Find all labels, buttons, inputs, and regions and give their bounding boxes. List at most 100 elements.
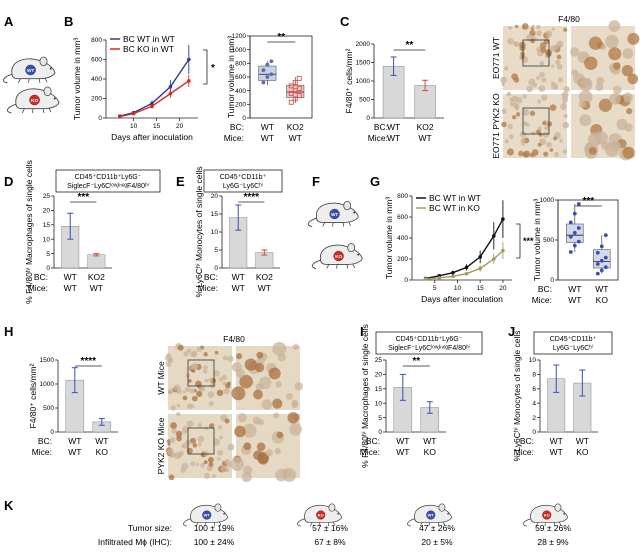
mice-illustration-a: WT KO: [3, 56, 60, 114]
table-k-row1-label: Tumor size:: [128, 523, 172, 533]
cell-blob: [208, 423, 215, 429]
cell-blob: [273, 412, 280, 419]
cell-blob: [268, 367, 281, 380]
cell-blob: [562, 149, 568, 154]
mouse-icon: KO: [297, 503, 343, 527]
mouse-badge: [329, 208, 340, 220]
cell-blob: [244, 358, 257, 371]
cell-blob: [598, 98, 613, 112]
bc-value: WT: [64, 272, 77, 282]
y-tick-label: 800: [235, 61, 246, 68]
mice-value: WT: [387, 133, 400, 143]
mice-value: KO: [96, 447, 109, 457]
cell-blob: [272, 398, 283, 409]
gate-frame: [533, 331, 613, 355]
cell-blob: [217, 449, 224, 456]
cell-blob: [213, 370, 220, 377]
y-tick-label: 8: [532, 372, 536, 379]
cell-blob: [173, 384, 181, 392]
cell-blob: [243, 442, 252, 450]
cell-blob: [530, 38, 536, 44]
mouse-legs: [195, 521, 222, 527]
cell-blob: [542, 121, 547, 126]
data-point: [451, 270, 455, 275]
mouse-ear: [214, 503, 222, 512]
mouse-ear: [554, 503, 562, 512]
panel-label-k: K: [4, 498, 14, 513]
x-tick-label: 5: [433, 285, 437, 292]
mouse-eye: [49, 67, 52, 70]
data-point: [576, 202, 581, 206]
cell-blob: [234, 425, 246, 438]
cell-blob: [171, 428, 177, 434]
x-tick-label: 15: [477, 285, 485, 292]
cell-blob: [227, 355, 234, 362]
data-point: [261, 68, 266, 73]
cell-blob: [549, 148, 554, 152]
significance-stars: ***: [582, 196, 594, 207]
cell-blob: [500, 76, 507, 84]
x-tick-label: 15: [153, 123, 161, 130]
mouse-legs: [17, 77, 48, 84]
cell-blob: [192, 443, 198, 448]
cell-blob: [556, 54, 562, 60]
data-point: [599, 258, 604, 263]
cell-blob: [536, 76, 541, 81]
cell-blob: [608, 20, 621, 32]
series-line: [425, 250, 504, 280]
mouse-legs: [21, 107, 52, 114]
data-point: [492, 234, 496, 238]
cell-blob: [551, 64, 555, 68]
box: [593, 249, 611, 269]
gate-line: SiglecF⁻Ly6Cˡᵒʷ/ⁿᵉᵍF4/80ʰⁱ: [388, 344, 470, 352]
mouse-badge-label: WT: [27, 68, 34, 73]
cell-blob: [516, 97, 523, 104]
data-point: [187, 57, 191, 62]
cell-blob: [189, 351, 196, 358]
significance-bracket: [203, 49, 208, 85]
data-point: [595, 250, 600, 255]
bc-value: WT: [68, 436, 81, 446]
cell-blob: [197, 435, 205, 443]
mice-value: WT: [232, 283, 245, 293]
mice-value: WT: [261, 133, 274, 143]
y-tick-label: 6: [532, 386, 536, 393]
cell-blob: [532, 82, 538, 88]
bc-row-label: BC:: [204, 272, 218, 282]
cell-blob: [501, 121, 507, 128]
gate-line: CD45⁺CD11b⁺: [550, 336, 597, 343]
mouse-badge-label: KO: [544, 513, 550, 518]
y-tick-label: 1200: [232, 33, 247, 40]
cell-blob: [531, 149, 539, 156]
mouse-legs: [535, 521, 562, 527]
y-tick-label: 1000: [232, 47, 247, 54]
mice-value: WT: [64, 283, 77, 293]
y-axis-label: Tumor volume in mm³: [384, 197, 394, 280]
cell-blob: [538, 85, 546, 93]
gate-box-e: CD45⁺CD11b⁺Ly6G⁻Ly6Cʰⁱ: [203, 169, 283, 193]
cell-blob: [197, 442, 202, 447]
y-tick-label: 400: [397, 235, 408, 242]
cell-blob: [169, 437, 176, 444]
cell-blob: [525, 122, 530, 127]
cell-blob: [253, 450, 263, 461]
cell-blob: [526, 85, 533, 93]
mouse-eye: [357, 253, 360, 256]
y-tick-label: 20: [43, 208, 51, 215]
cell-blob: [187, 378, 192, 383]
cell-blob: [562, 121, 570, 129]
cell-blob: [501, 108, 507, 114]
cell-blob: [544, 125, 550, 131]
micrograph-row-label: WT Mice: [156, 361, 166, 395]
cell-blob: [558, 77, 564, 83]
data-point: [269, 72, 274, 77]
cell-blob: [167, 442, 171, 446]
cell-blob: [176, 403, 181, 408]
significance-stars: *: [211, 63, 215, 74]
cell-blob: [511, 115, 517, 120]
data-point: [464, 265, 469, 270]
y-axis-label: Tumor volume in mm³: [226, 36, 236, 119]
cell-blob: [186, 403, 193, 410]
data-point: [168, 85, 173, 89]
